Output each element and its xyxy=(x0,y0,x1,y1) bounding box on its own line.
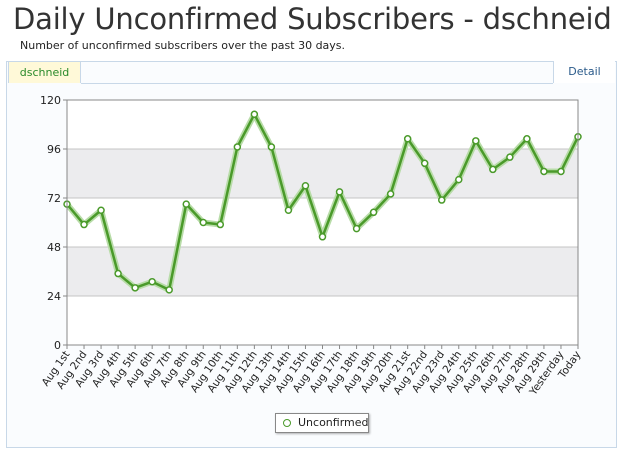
data-point[interactable] xyxy=(165,286,173,294)
data-point[interactable] xyxy=(352,224,361,233)
data-point[interactable] xyxy=(216,220,225,229)
y-tick-label: 72 xyxy=(47,192,61,205)
data-point[interactable] xyxy=(540,167,548,176)
data-point[interactable] xyxy=(131,284,139,292)
legend-marker-icon xyxy=(283,419,291,427)
data-point[interactable] xyxy=(420,159,429,168)
y-tick-label: 48 xyxy=(47,241,61,254)
tab-divider xyxy=(81,83,553,84)
data-point[interactable] xyxy=(369,208,378,217)
plot-background xyxy=(67,100,578,345)
data-point[interactable] xyxy=(403,135,412,143)
data-point[interactable] xyxy=(250,110,259,119)
data-point[interactable] xyxy=(80,220,88,229)
legend-label: Unconfirmed xyxy=(298,416,369,429)
data-point[interactable] xyxy=(489,165,497,174)
data-point[interactable] xyxy=(97,206,105,214)
data-point[interactable] xyxy=(284,206,293,214)
detail-tab[interactable]: Detail xyxy=(553,61,615,83)
y-axis-ticks: 0 24 48 72 96 120 xyxy=(40,94,67,352)
data-point[interactable] xyxy=(148,277,156,286)
data-point[interactable] xyxy=(233,143,242,151)
plot-frame xyxy=(66,99,579,346)
data-point[interactable] xyxy=(472,137,480,145)
chart-legend: Unconfirmed xyxy=(275,413,369,433)
data-point[interactable] xyxy=(199,218,208,227)
data-point[interactable] xyxy=(114,269,122,278)
plot-band xyxy=(67,247,578,296)
y-tick-label: 0 xyxy=(54,339,61,352)
data-point[interactable] xyxy=(455,175,463,184)
data-point[interactable] xyxy=(182,200,190,208)
data-point[interactable] xyxy=(318,233,327,241)
data-point[interactable] xyxy=(386,190,395,198)
y-tick-label: 96 xyxy=(47,143,61,156)
page-subtitle: Number of unconfirmed subscribers over t… xyxy=(20,39,346,52)
tab-dschneid[interactable]: dschneid xyxy=(8,61,81,83)
data-point[interactable] xyxy=(335,188,344,196)
data-point[interactable] xyxy=(506,153,514,161)
data-point[interactable] xyxy=(523,135,531,143)
y-tick-label: 120 xyxy=(40,94,61,107)
plot-band xyxy=(67,149,578,198)
data-point[interactable] xyxy=(267,143,276,151)
data-point[interactable] xyxy=(437,196,446,204)
page-title: Daily Unconfirmed Subscribers - dschneid xyxy=(13,2,612,36)
y-tick-label: 24 xyxy=(47,290,61,303)
data-point[interactable] xyxy=(301,182,310,190)
chart-bands xyxy=(67,100,578,345)
data-point[interactable] xyxy=(557,167,565,176)
